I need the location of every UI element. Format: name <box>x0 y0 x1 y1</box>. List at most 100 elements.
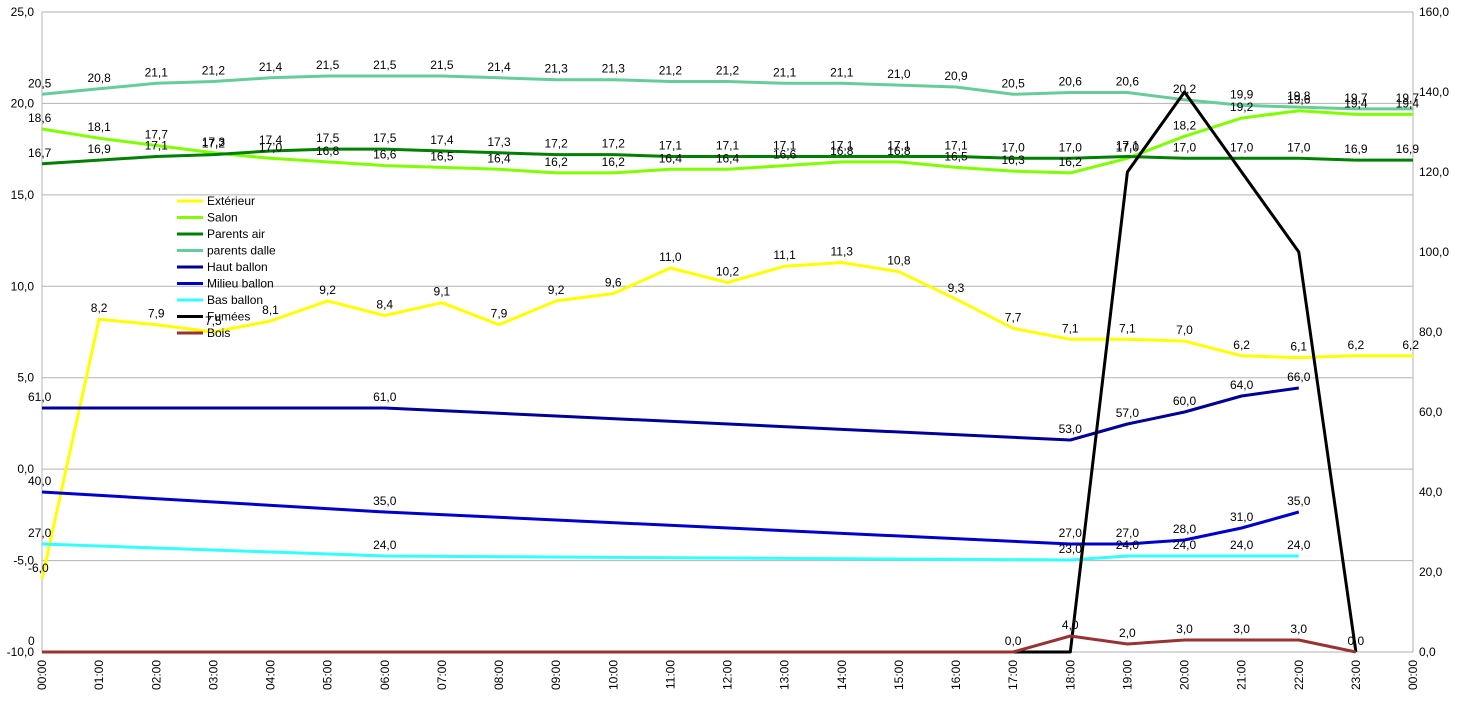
legend-label: Bois <box>207 326 230 340</box>
data-label: 24,0 <box>1116 538 1140 552</box>
data-label: 21,2 <box>202 63 226 77</box>
data-label: 20,5 <box>1001 76 1025 90</box>
data-label: 19,8 <box>1287 89 1311 103</box>
data-label: 21,1 <box>773 65 797 79</box>
data-label: 27,0 <box>1059 526 1083 540</box>
data-label: 24,0 <box>1173 538 1197 552</box>
data-label: 16,8 <box>887 144 911 158</box>
data-label: 19,4 <box>1396 96 1420 110</box>
data-label: 0 <box>28 634 35 648</box>
data-label: 9,3 <box>948 281 965 295</box>
series-line-milieu-ballon <box>41 490 1300 546</box>
data-label: 10,2 <box>716 265 740 279</box>
x-tick-label: 05:00 <box>321 660 335 690</box>
data-label: 40,0 <box>28 474 52 488</box>
x-tick-label: 18:00 <box>1063 660 1077 690</box>
data-label: 16,9 <box>1344 142 1368 156</box>
x-tick-label: 07:00 <box>435 660 449 690</box>
data-label: 17,2 <box>202 137 226 151</box>
x-tick-label: 03:00 <box>206 660 220 690</box>
data-label: 20,6 <box>1059 74 1083 88</box>
data-label: 17,0 <box>1116 140 1140 154</box>
data-labels: -6,0 8,2 7,9 7,5 8,1 9,2 8,4 9,1 7,9 9,2 9,6 11,0 10… <box>28 58 1419 648</box>
data-label: 66,0 <box>1287 370 1311 384</box>
x-tick-label: 22:00 <box>1292 660 1306 690</box>
data-label: 6,2 <box>1233 338 1250 352</box>
data-label: 7,0 <box>1176 323 1193 337</box>
data-label: 17,1 <box>830 138 854 152</box>
data-label: 21,5 <box>373 58 397 72</box>
data-label: 53,0 <box>1059 422 1083 436</box>
x-tick-label: 23:00 <box>1349 660 1363 690</box>
y2-tick-label: 20,0 <box>1419 565 1443 579</box>
data-label: 17,1 <box>145 138 169 152</box>
data-label: 18,6 <box>28 111 52 125</box>
data-label: 21,4 <box>259 60 283 74</box>
data-label: 57,0 <box>1116 406 1140 420</box>
data-label: 16,8 <box>316 144 340 158</box>
legend-label: Salon <box>207 211 238 225</box>
data-label: 19,9 <box>1230 87 1254 101</box>
data-label: 60,0 <box>1173 394 1197 408</box>
data-label: 17,4 <box>430 133 454 147</box>
x-tick-label: 12:00 <box>721 660 735 690</box>
data-label: 17,0 <box>1287 140 1311 154</box>
data-label: 21,2 <box>659 63 683 77</box>
x-tick-label: 16:00 <box>949 660 963 690</box>
y-tick-label: 0,0 <box>17 462 34 476</box>
y-tick-label: 5,0 <box>17 371 34 385</box>
data-label: 8,1 <box>262 303 279 317</box>
data-label: 28,0 <box>1173 522 1197 536</box>
data-label: 16,2 <box>1059 155 1083 169</box>
data-label: 3,0 <box>1176 622 1193 636</box>
y-tick-label: 15,0 <box>11 188 35 202</box>
data-label: 17,0 <box>1059 140 1083 154</box>
data-label: 17,1 <box>716 138 740 152</box>
data-label: 17,1 <box>659 138 683 152</box>
data-label: 19,7 <box>1344 91 1368 105</box>
x-tick-label: 21:00 <box>1235 660 1249 690</box>
y2-tick-label: 160,0 <box>1419 5 1449 19</box>
data-label: 16,6 <box>773 148 797 162</box>
legend-label: Extérieur <box>207 194 255 208</box>
data-label: 17,0 <box>1173 140 1197 154</box>
data-label: 16,7 <box>28 146 52 160</box>
data-label: 17,5 <box>316 131 340 145</box>
data-label: 16,9 <box>1396 142 1420 156</box>
series-line-fum-es <box>42 90 1358 654</box>
y-tick-label: 20,0 <box>11 96 35 110</box>
x-tick-label: 01:00 <box>92 660 106 690</box>
data-label: 7,7 <box>1005 310 1022 324</box>
data-label: 9,2 <box>548 283 565 297</box>
data-label: 61,0 <box>373 390 397 404</box>
x-tick-label: 02:00 <box>149 660 163 690</box>
data-label: 21,4 <box>487 60 511 74</box>
x-tick-label: 11:00 <box>663 660 677 689</box>
data-label: 20,6 <box>1116 74 1140 88</box>
legend-label: Haut ballon <box>207 260 268 274</box>
data-label: 17,1 <box>887 138 911 152</box>
y2-tick-label: 140,0 <box>1419 85 1449 99</box>
x-tick-label: 10:00 <box>606 660 620 690</box>
data-label: 17,4 <box>259 133 283 147</box>
x-tick-label: 19:00 <box>1120 660 1134 690</box>
x-axis: 00:00 01:00 02:00 03:00 04:00 05:00 06:00 07:00… <box>35 660 1420 690</box>
data-label: 8,2 <box>91 301 108 315</box>
data-label: 21,3 <box>602 62 626 76</box>
data-label: 9,6 <box>605 276 622 290</box>
series-lines <box>40 74 1413 654</box>
right-axis: 0,0 20,0 40,0 60,0 80,0 100,0 120,0 140,0 160,0 <box>1419 5 1449 659</box>
data-label: 19,7 <box>1396 91 1420 105</box>
data-label: 7,1 <box>1119 321 1136 335</box>
data-label: 21,5 <box>316 58 340 72</box>
data-label: 6,1 <box>1290 340 1307 354</box>
x-tick-label: 15:00 <box>892 660 906 690</box>
y-tick-label: 25,0 <box>11 5 35 19</box>
data-label: 16,4 <box>487 151 511 165</box>
data-label: 21,3 <box>544 62 568 76</box>
data-label: 4,0 <box>1062 618 1079 632</box>
data-label: 9,1 <box>434 285 451 299</box>
data-label: 23,0 <box>1059 542 1083 556</box>
data-label: 17,0 <box>1230 140 1254 154</box>
data-label: 20,8 <box>87 71 111 85</box>
